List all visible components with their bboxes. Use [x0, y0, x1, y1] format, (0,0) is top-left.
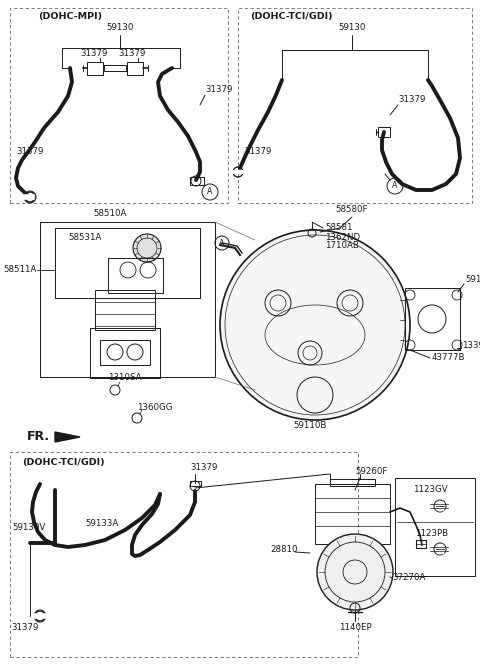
Text: 58580F: 58580F — [336, 205, 368, 215]
Text: 28810: 28810 — [270, 545, 298, 555]
Text: 59130V: 59130V — [12, 523, 45, 533]
Bar — [90, 328, 160, 378]
Text: A: A — [207, 188, 213, 196]
Text: 43777B: 43777B — [432, 354, 466, 362]
Bar — [190, 177, 204, 185]
Text: 59110B: 59110B — [293, 420, 327, 430]
Bar — [104, 65, 126, 71]
Text: 59130: 59130 — [106, 23, 134, 33]
Bar — [95, 290, 155, 330]
Bar — [55, 228, 200, 298]
Text: 58581: 58581 — [325, 223, 352, 233]
Polygon shape — [55, 432, 80, 442]
Text: 31379: 31379 — [12, 624, 39, 632]
Bar — [10, 452, 358, 657]
Circle shape — [317, 534, 393, 610]
Text: 1123GV: 1123GV — [413, 485, 448, 495]
Bar — [238, 8, 472, 203]
Text: 37270A: 37270A — [392, 573, 425, 581]
Text: 1360GG: 1360GG — [137, 402, 172, 412]
Text: (DOHC-TCI/GDI): (DOHC-TCI/GDI) — [22, 458, 105, 467]
Bar — [330, 479, 375, 486]
Text: FR.: FR. — [27, 430, 50, 444]
Text: 31379: 31379 — [244, 148, 271, 156]
Text: 59133A: 59133A — [85, 519, 118, 527]
Text: 59130: 59130 — [338, 23, 366, 33]
Text: 58511A: 58511A — [4, 265, 37, 275]
Circle shape — [133, 234, 161, 262]
Circle shape — [220, 230, 410, 420]
Text: 59145: 59145 — [465, 275, 480, 285]
Bar — [190, 481, 201, 486]
Bar — [100, 340, 150, 365]
Text: 58510A: 58510A — [93, 209, 127, 217]
Bar — [416, 540, 426, 548]
Text: 1310SA: 1310SA — [108, 374, 142, 382]
Text: 1710AB: 1710AB — [325, 241, 359, 251]
Text: A: A — [392, 182, 398, 190]
Text: 31379: 31379 — [80, 49, 108, 59]
Text: 1362ND: 1362ND — [325, 233, 360, 241]
Polygon shape — [437, 502, 443, 510]
Text: (DOHC-TCI/GDI): (DOHC-TCI/GDI) — [250, 13, 333, 21]
Text: 31379: 31379 — [190, 464, 217, 473]
Polygon shape — [437, 545, 443, 553]
Text: 1140EP: 1140EP — [339, 624, 372, 632]
Text: 31379: 31379 — [118, 49, 146, 59]
Bar — [315, 484, 390, 544]
Text: 31379: 31379 — [205, 86, 232, 94]
Text: 59260F: 59260F — [355, 467, 387, 477]
Text: (DOHC-MPI): (DOHC-MPI) — [38, 13, 102, 21]
Bar — [10, 8, 228, 203]
Bar — [405, 288, 460, 350]
Text: 1339GA: 1339GA — [462, 340, 480, 350]
Bar — [378, 127, 390, 137]
Bar — [40, 222, 215, 377]
Bar — [87, 62, 103, 75]
Text: A: A — [219, 239, 225, 247]
Text: 1123PB: 1123PB — [415, 529, 448, 537]
Bar — [108, 258, 163, 293]
Text: 31379: 31379 — [16, 148, 43, 156]
Text: 31379: 31379 — [398, 96, 425, 104]
Bar — [395, 478, 475, 576]
Bar — [127, 62, 143, 75]
Text: 58531A: 58531A — [68, 233, 101, 243]
